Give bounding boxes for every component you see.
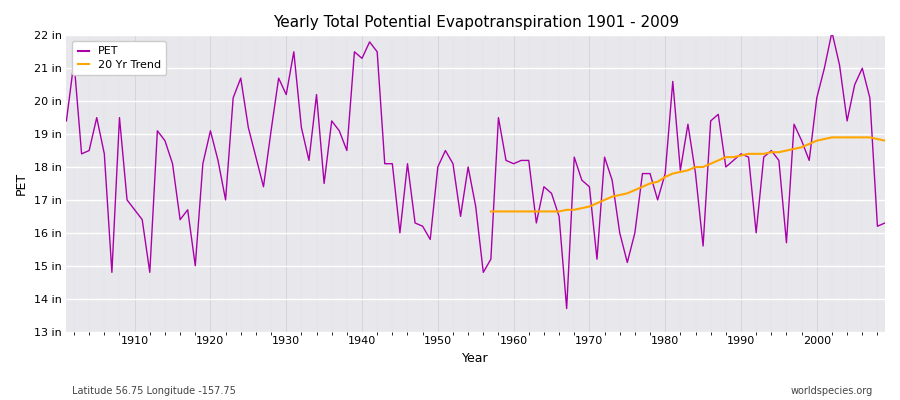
Title: Yearly Total Potential Evapotranspiration 1901 - 2009: Yearly Total Potential Evapotranspiratio…	[273, 15, 679, 30]
Text: Latitude 56.75 Longitude -157.75: Latitude 56.75 Longitude -157.75	[72, 386, 236, 396]
Text: worldspecies.org: worldspecies.org	[791, 386, 873, 396]
Legend: PET, 20 Yr Trend: PET, 20 Yr Trend	[72, 41, 166, 75]
Y-axis label: PET: PET	[15, 172, 28, 195]
X-axis label: Year: Year	[463, 352, 489, 365]
